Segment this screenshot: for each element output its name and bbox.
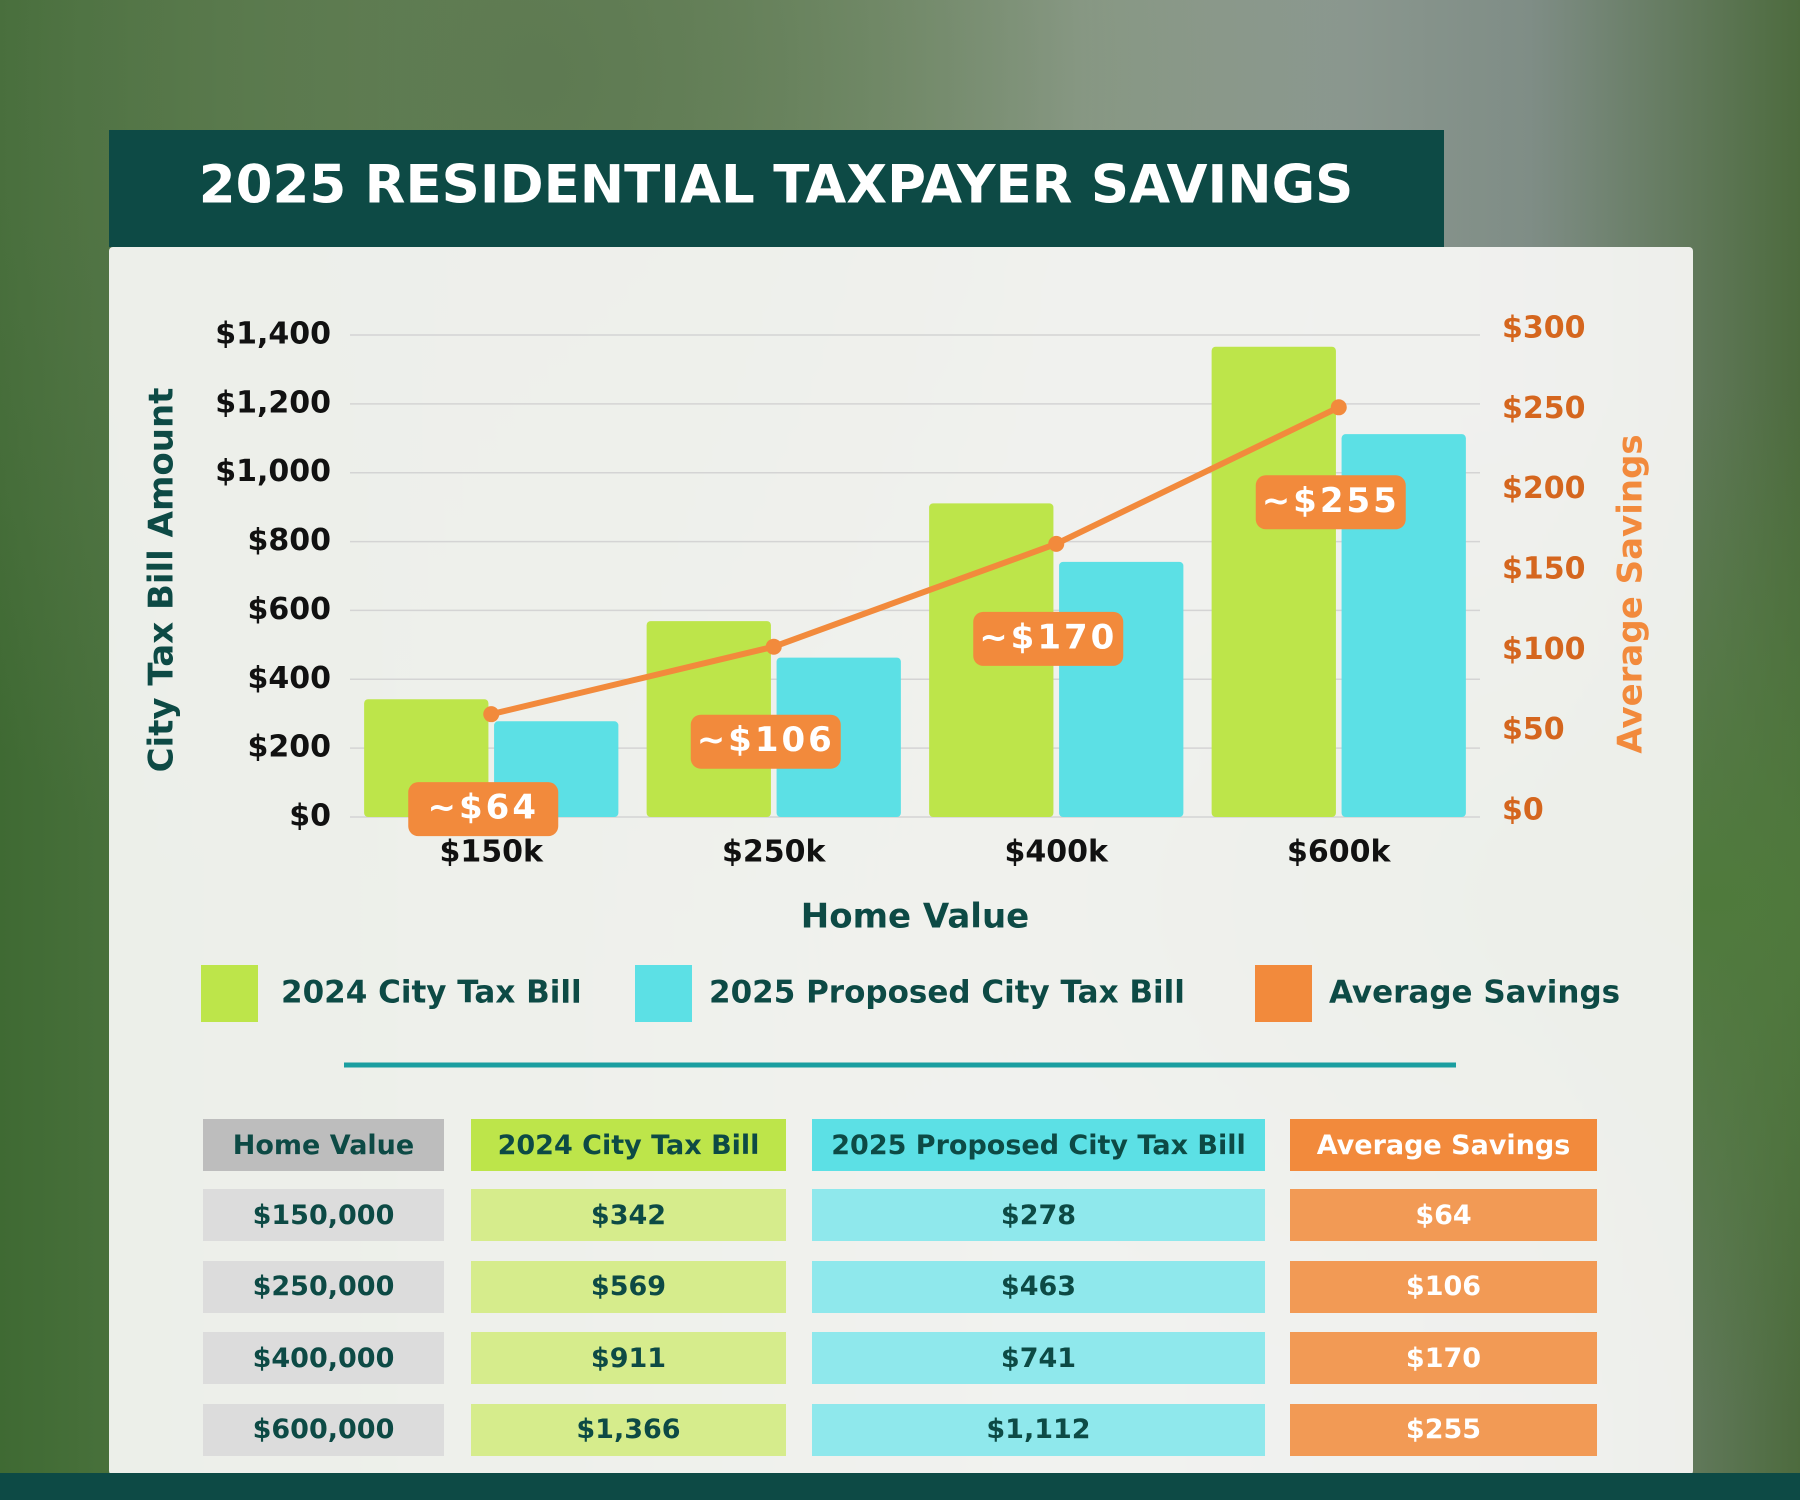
- line: [490, 404, 1341, 718]
- table-cell: $342: [471, 1189, 786, 1241]
- line-point: [483, 706, 500, 723]
- bar: [1059, 561, 1184, 817]
- y-tick-label: $0: [289, 799, 331, 834]
- legend-swatch: [201, 965, 258, 1022]
- table-cell: $250,000: [203, 1260, 444, 1313]
- title-banner: [109, 130, 1444, 247]
- table-cell: Average Savings: [1290, 1119, 1597, 1171]
- data-label-box: [408, 782, 559, 837]
- y2-tick-label: $150: [1502, 552, 1586, 587]
- legend-label: 2025 Proposed City Tax Bill: [709, 975, 1185, 1011]
- data-label-box: [1255, 475, 1406, 530]
- table-cell: $1,366: [471, 1403, 786, 1456]
- table-cell: 2025 Proposed City Tax Bill: [812, 1119, 1265, 1171]
- data-label-box: [973, 611, 1124, 666]
- legend-swatch: [1255, 965, 1312, 1022]
- y2-tick-label: $200: [1502, 471, 1586, 506]
- y-tick-label: $1,000: [215, 454, 331, 489]
- y2-tick-label: $0: [1502, 793, 1544, 828]
- legend-swatch: [635, 965, 692, 1022]
- line-point: [765, 638, 782, 655]
- x-tick-label: $150k: [440, 835, 544, 870]
- y-tick-label: $1,200: [215, 385, 331, 420]
- y-tick-label: $800: [248, 523, 332, 558]
- x-tick-label: $250k: [722, 835, 826, 870]
- table-cell: $911: [471, 1332, 786, 1384]
- table-cell: $170: [1290, 1332, 1597, 1384]
- data-label: ~$64: [428, 788, 539, 828]
- data-label: ~$255: [1262, 481, 1400, 521]
- table-cell: $255: [1290, 1403, 1597, 1456]
- line-point: [1048, 535, 1065, 552]
- data-label: ~$106: [697, 720, 835, 760]
- table-cell: $741: [812, 1332, 1265, 1384]
- x-tick-label: $600k: [1287, 835, 1391, 870]
- data-label-box: [690, 714, 841, 769]
- table-cell: $600,000: [203, 1403, 444, 1456]
- y-tick-label: $200: [248, 730, 332, 765]
- y2-tick-label: $300: [1502, 311, 1586, 346]
- table-cell: $64: [1290, 1189, 1597, 1241]
- table-cell: $106: [1290, 1260, 1597, 1313]
- y-tick-label: $600: [248, 592, 332, 627]
- y2-tick-label: $100: [1502, 632, 1586, 667]
- data-label: ~$170: [979, 617, 1117, 657]
- x-axis-label: Home Value: [801, 897, 1029, 937]
- y2-tick-label: $250: [1502, 391, 1586, 426]
- y-axis-label: City Tax Bill Amount: [142, 388, 182, 773]
- table-cell: $150,000: [203, 1189, 444, 1241]
- table-cell: Home Value: [203, 1119, 444, 1171]
- footer-band: [0, 1473, 1800, 1500]
- y2-axis-label: Average Savings: [1611, 434, 1651, 753]
- legend-label: 2024 City Tax Bill: [281, 975, 582, 1011]
- bar: [1211, 346, 1336, 817]
- legend-label: Average Savings: [1329, 975, 1620, 1011]
- table-cell: $1,112: [812, 1403, 1265, 1456]
- table-cell: $463: [812, 1260, 1265, 1313]
- table-cell: $400,000: [203, 1332, 444, 1384]
- y-tick-label: $400: [248, 661, 332, 696]
- table-cell: $569: [471, 1260, 786, 1313]
- title: 2025 RESIDENTIAL TAXPAYER SAVINGS: [199, 155, 1354, 216]
- y2-tick-label: $50: [1502, 712, 1565, 747]
- table-cell: 2024 City Tax Bill: [471, 1119, 786, 1171]
- table-cell: $278: [812, 1189, 1265, 1241]
- bar: [1341, 434, 1466, 817]
- line-point: [1330, 399, 1347, 416]
- x-tick-label: $400k: [1005, 835, 1109, 870]
- y-tick-label: $1,400: [215, 317, 331, 352]
